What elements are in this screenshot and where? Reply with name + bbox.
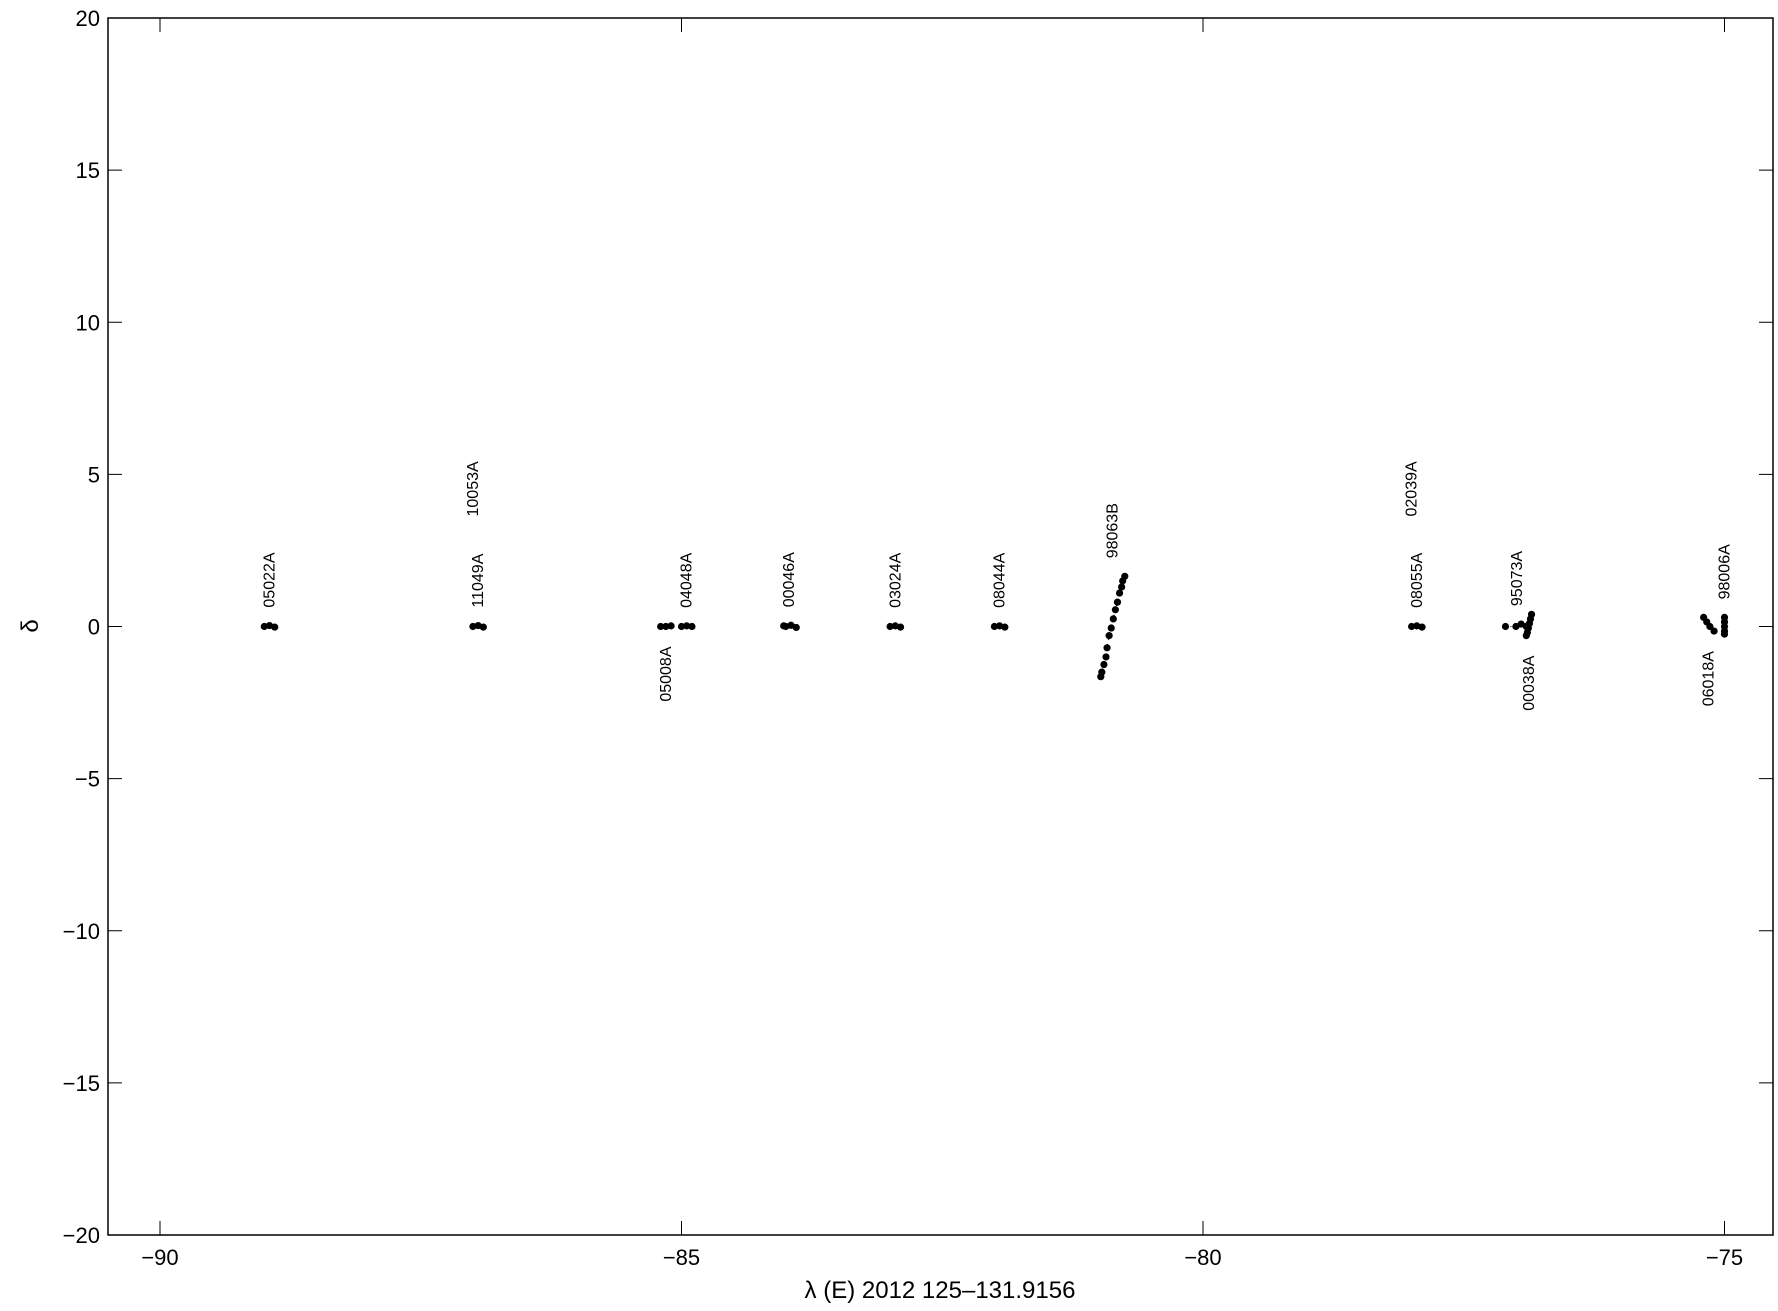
y-tick-label: 0 bbox=[88, 615, 100, 640]
data-point bbox=[1105, 632, 1113, 640]
data-point bbox=[1522, 632, 1530, 640]
object-08055A bbox=[1408, 622, 1426, 631]
object-label: 95073A bbox=[1509, 551, 1526, 606]
y-tick-label: −10 bbox=[63, 919, 100, 944]
data-point bbox=[1102, 653, 1110, 661]
y-tick-label: 5 bbox=[88, 462, 100, 487]
data-point bbox=[662, 622, 670, 631]
y-tick-label: −5 bbox=[75, 767, 100, 792]
data-point bbox=[1720, 630, 1729, 638]
y-tick-label: −15 bbox=[63, 1071, 100, 1096]
object-05022A bbox=[260, 621, 279, 631]
x-axis-label: λ (E) 2012 125–131.9156 bbox=[805, 1277, 1076, 1304]
data-point bbox=[1107, 624, 1115, 632]
y-axis-label: δ bbox=[17, 619, 44, 632]
data-point bbox=[1501, 622, 1510, 631]
object-label: 04048A bbox=[679, 552, 696, 607]
x-tick-label: −85 bbox=[663, 1245, 700, 1270]
object-label: 05008A bbox=[658, 646, 675, 701]
object-label: 98063B bbox=[1105, 503, 1122, 558]
data-point bbox=[1517, 620, 1525, 628]
object-04048A bbox=[677, 622, 696, 631]
data-point bbox=[886, 622, 894, 631]
y-tick-label: 10 bbox=[76, 310, 100, 335]
data-point bbox=[677, 622, 686, 631]
data-point bbox=[1115, 589, 1124, 597]
object-label: 00038A bbox=[1521, 655, 1538, 710]
object-06018A bbox=[1700, 613, 1718, 635]
object-95073A bbox=[1501, 620, 1530, 631]
data-point bbox=[1097, 673, 1105, 681]
data-point bbox=[1100, 660, 1108, 669]
x-tick-label: −90 bbox=[141, 1245, 178, 1270]
object-label: 02039A bbox=[1404, 461, 1421, 516]
axis-ticks bbox=[108, 17, 1773, 1236]
data-point bbox=[271, 623, 279, 631]
data-series bbox=[260, 572, 1729, 681]
data-point bbox=[896, 623, 905, 631]
object-label: 11049A bbox=[470, 553, 487, 607]
y-tick-label: 20 bbox=[76, 6, 100, 31]
data-point bbox=[688, 622, 696, 631]
object-03024A bbox=[886, 622, 905, 631]
data-point bbox=[683, 622, 691, 630]
data-point bbox=[1001, 623, 1009, 631]
data-point bbox=[479, 623, 487, 631]
data-point bbox=[780, 622, 788, 630]
object-00046A bbox=[780, 621, 800, 632]
object-label: 10053A bbox=[465, 461, 482, 516]
data-point bbox=[1119, 577, 1127, 585]
object-label: 06018A bbox=[1701, 651, 1718, 706]
object-label: 00046A bbox=[781, 552, 798, 607]
object-label: 05022A bbox=[262, 552, 279, 607]
data-point bbox=[792, 623, 800, 632]
data-point bbox=[1118, 583, 1126, 591]
data-point bbox=[657, 622, 665, 631]
object-98006A bbox=[1720, 613, 1729, 638]
object-00038A bbox=[1522, 610, 1536, 640]
x-tick-label: −75 bbox=[1706, 1245, 1743, 1270]
data-point bbox=[1109, 615, 1117, 623]
plot-area-frame bbox=[107, 17, 1774, 1236]
object-08044A bbox=[990, 622, 1009, 631]
object-label: 08055A bbox=[1409, 552, 1426, 607]
object-labels: 05022A 11049A 10053A 04048A 05008A 00046A 0302… bbox=[262, 461, 1734, 711]
data-point bbox=[1103, 644, 1111, 652]
data-point bbox=[1408, 622, 1416, 631]
data-point bbox=[1706, 622, 1714, 631]
data-point bbox=[667, 622, 675, 630]
object-05008A bbox=[657, 622, 675, 631]
object-label: 08044A bbox=[992, 552, 1009, 607]
object-label: 98006A bbox=[1717, 544, 1734, 599]
data-point bbox=[1418, 623, 1426, 631]
object-98063B bbox=[1097, 572, 1129, 681]
data-point bbox=[1111, 606, 1119, 614]
data-point bbox=[1710, 627, 1718, 635]
y-tick-label: 15 bbox=[76, 158, 100, 183]
x-tick-label: −80 bbox=[1184, 1245, 1221, 1270]
object-11049A bbox=[469, 621, 487, 631]
object-label: 03024A bbox=[887, 552, 904, 607]
data-point bbox=[1113, 598, 1122, 606]
y-tick-label: −20 bbox=[63, 1223, 100, 1248]
data-point bbox=[990, 622, 999, 631]
